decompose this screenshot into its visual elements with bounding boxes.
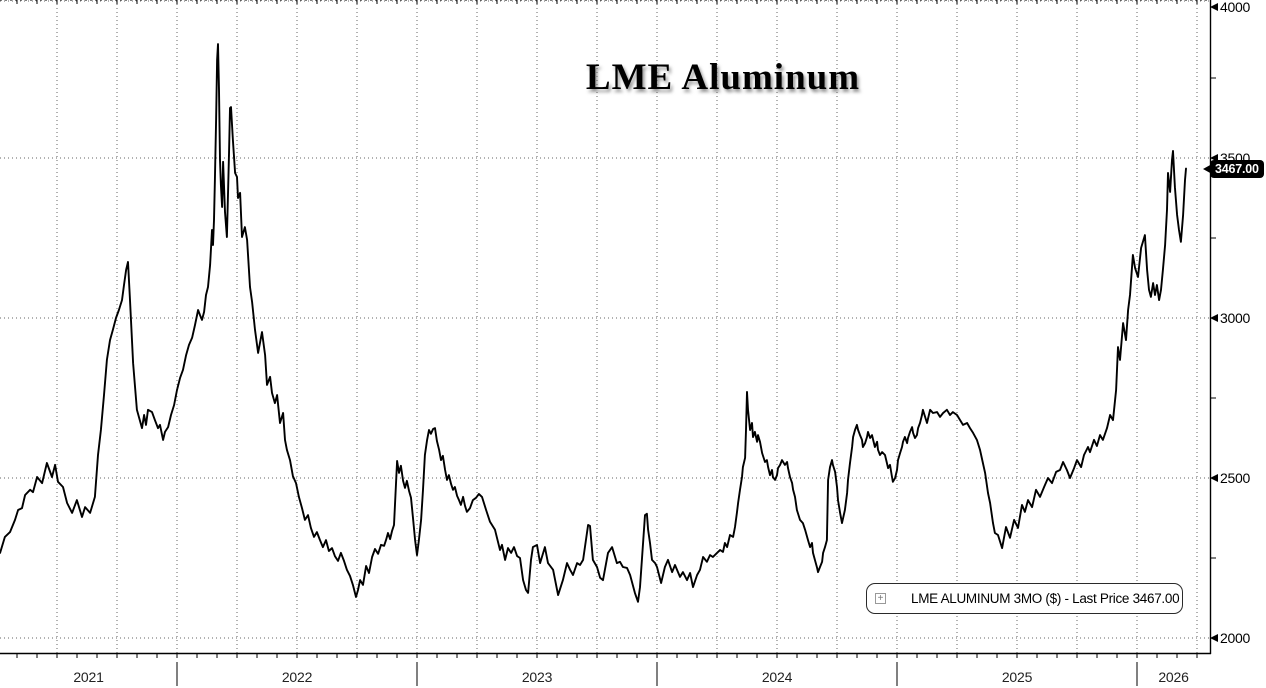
y-axis-label: 2000 — [1210, 630, 1250, 646]
y-axis-label: 3000 — [1210, 310, 1250, 326]
tick-arrow-icon — [1210, 634, 1218, 642]
tick-arrow-icon — [1210, 3, 1218, 11]
legend-box[interactable]: + LME ALUMINUM 3MO ($) - Last Price 3467… — [866, 583, 1183, 614]
legend-expander-icon[interactable]: + — [875, 593, 886, 604]
tick-arrow-icon — [1210, 154, 1218, 162]
last-price-flag: 3467.00 — [1203, 159, 1264, 178]
tick-arrow-icon — [1210, 314, 1218, 322]
x-axis-year-label: 2021 — [73, 669, 104, 685]
x-axis-year-label: 2024 — [761, 669, 793, 685]
y-axis-tick-value: 4000 — [1220, 0, 1250, 15]
legend-series-label: LME ALUMINUM 3MO ($) - Last Price 3467.0… — [911, 591, 1180, 606]
series-swatch-icon — [893, 593, 904, 604]
x-axis-year-label: 2025 — [1001, 669, 1033, 685]
y-axis-label: 4000 — [1210, 0, 1250, 15]
chart-title: LME Aluminum — [585, 57, 861, 98]
x-axis-year-label: 2026 — [1158, 669, 1189, 685]
x-axis-year-label: 2022 — [281, 669, 313, 685]
y-axis-tick-value: 2500 — [1220, 470, 1250, 486]
y-axis-tick-value: 2000 — [1220, 630, 1250, 646]
x-axis-year-label: 2023 — [521, 669, 553, 685]
y-axis-tick-value: 3000 — [1220, 310, 1250, 326]
last-price-arrow-icon — [1203, 163, 1212, 174]
y-axis-label: 2500 — [1210, 470, 1250, 486]
price-series-line — [0, 43, 1187, 603]
last-price-value: 3467.00 — [1210, 159, 1264, 178]
tick-arrow-icon — [1210, 474, 1218, 482]
